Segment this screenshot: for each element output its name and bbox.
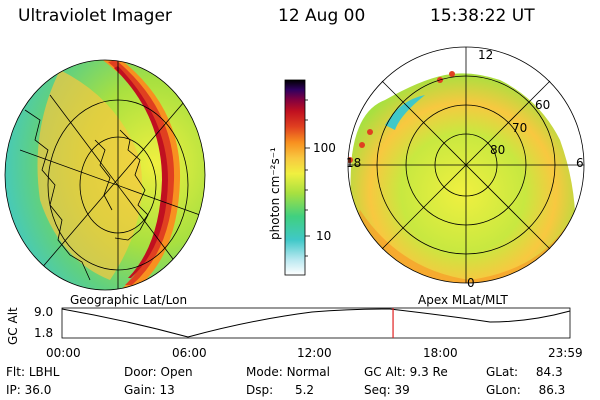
info-glat-value: 84.3 (535, 365, 563, 379)
altitude-ylabel: GC Alt (6, 307, 20, 345)
info-gain-label: Gain: (124, 383, 156, 397)
info-glon-label: GLon: (486, 383, 521, 397)
info-flt-value: LBHL (28, 365, 60, 379)
colorbar-tick-100: 100 (313, 141, 336, 155)
info-mode: Mode: Normal (246, 365, 330, 379)
info-door-value: Open (160, 365, 193, 379)
info-door-label: Door: (124, 365, 157, 379)
altitude-ytick-high: 9.0 (34, 305, 54, 319)
mlt-label-0: 0 (467, 276, 475, 290)
info-seq: Seq: 39 (364, 383, 410, 397)
date-label: 12 Aug 00 (278, 6, 366, 26)
info-door: Door: Open (124, 365, 193, 379)
info-ip-label: IP: (6, 383, 21, 397)
info-gcalt: GC Alt: 9.3 Re (364, 365, 448, 379)
info-seq-value: 39 (394, 383, 410, 397)
info-glon-value: 86.3 (538, 383, 566, 397)
time-label: 15:38:22 UT (430, 6, 535, 26)
colorbar-tick-10: 10 (316, 229, 332, 243)
info-gain-value: 13 (159, 383, 175, 397)
altitude-curve (61, 308, 571, 338)
mlat-label-80: 80 (490, 143, 506, 157)
info-ip: IP: 36.0 (6, 383, 51, 397)
mlt-panel-label: Apex MLat/MLT (418, 293, 508, 307)
altitude-xtick-1200: 12:00 (297, 346, 332, 360)
altitude-ytick-low: 1.8 (34, 326, 54, 340)
mlat-label-70: 70 (512, 121, 528, 135)
info-mode-value: Normal (286, 365, 330, 379)
info-dsp-value: 5.2 (294, 383, 315, 397)
mlat-label-60: 60 (535, 98, 551, 112)
geo-panel-label: Geographic Lat/Lon (70, 293, 188, 307)
instrument-title: Ultraviolet Imager (18, 6, 172, 26)
info-flt-label: Flt: (6, 365, 25, 379)
info-flt: Flt: LBHL (6, 365, 59, 379)
info-dsp: Dsp: 5.2 (246, 383, 314, 397)
info-glon: GLon: 86.3 (486, 383, 565, 397)
info-gcalt-value: 9.3 Re (409, 365, 448, 379)
info-glat: GLat: 84.3 (486, 365, 563, 379)
info-mode-label: Mode: (246, 365, 283, 379)
info-seq-label: Seq: (364, 383, 391, 397)
mlt-label-12: 12 (478, 48, 494, 62)
info-dsp-label: Dsp: (246, 383, 274, 397)
mlt-label-6: 6 (576, 156, 584, 170)
info-glat-label: GLat: (486, 365, 519, 379)
altitude-xtick-0000: 00:00 (46, 346, 81, 360)
altitude-xtick-0600: 06:00 (172, 346, 207, 360)
colorbar-unit-label: photon cm⁻²s⁻¹ (268, 147, 282, 240)
info-gcalt-label: GC Alt: (364, 365, 406, 379)
info-gain: Gain: 13 (124, 383, 175, 397)
info-ip-value: 36.0 (24, 383, 52, 397)
altitude-xtick-2359: 23:59 (548, 346, 583, 360)
altitude-xtick-1800: 18:00 (423, 346, 458, 360)
mlt-label-18: 18 (346, 156, 362, 170)
